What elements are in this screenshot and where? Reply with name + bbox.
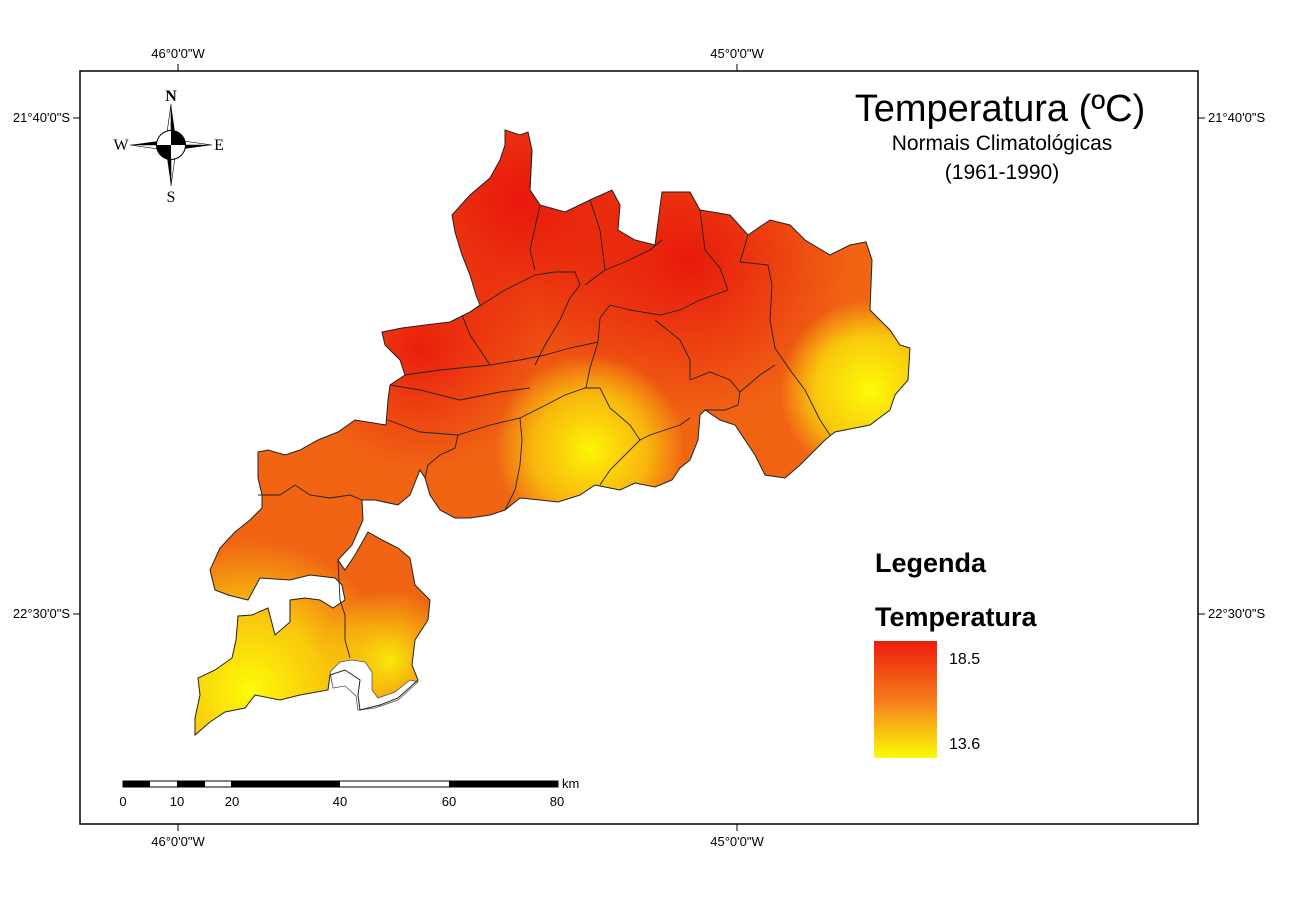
lat-label-left-bottom: 22°30'0"S: [13, 606, 70, 621]
scale-tick-80: 80: [550, 794, 564, 809]
scale-tick-40: 40: [333, 794, 347, 809]
legend-color-ramp: [874, 641, 937, 758]
lon-label-bottom-left: 46°0'0"W: [151, 834, 205, 849]
compass-south-label: S: [167, 189, 176, 206]
legend-max-label: 18.5: [949, 651, 980, 668]
map-subtitle-line2: (1961-1990): [945, 161, 1059, 184]
legend-min-label: 13.6: [949, 736, 980, 753]
compass-north-label: N: [165, 88, 177, 105]
temperature-surface: [195, 130, 910, 735]
scale-tick-60: 60: [442, 794, 456, 809]
legend: Legenda Temperatura 18.5 13.6: [874, 548, 1038, 758]
scale-bar: 0 10 20 40 60 80 km: [119, 776, 579, 809]
map-frame: [79, 70, 1199, 825]
municipality-boundaries: [258, 149, 831, 659]
legend-layer-title: Temperatura: [875, 602, 1038, 632]
graticule-ticks: [73, 64, 1205, 831]
no-data-area: [329, 659, 419, 711]
map-title: Temperatura (ºC): [855, 88, 1146, 130]
compass-west-label: W: [113, 137, 129, 154]
lat-label-left-top: 21°40'0"S: [13, 110, 70, 125]
scale-tick-10: 10: [170, 794, 184, 809]
lat-label-right-top: 21°40'0"S: [1208, 110, 1265, 125]
compass-rose-icon: [129, 103, 213, 187]
legend-heading: Legenda: [875, 548, 987, 578]
compass-rose: N S W E: [113, 88, 223, 206]
map-subtitle-line1: Normais Climatológicas: [892, 132, 1113, 155]
lon-label-top-right: 45°0'0"W: [710, 46, 764, 61]
compass-east-label: E: [214, 137, 224, 154]
scale-tick-0: 0: [119, 794, 126, 809]
lon-label-top-left: 46°0'0"W: [151, 46, 205, 61]
lon-label-bottom-right: 45°0'0"W: [710, 834, 764, 849]
scale-tick-20: 20: [225, 794, 239, 809]
scale-unit: km: [562, 776, 579, 791]
lat-label-right-bottom: 22°30'0"S: [1208, 606, 1265, 621]
